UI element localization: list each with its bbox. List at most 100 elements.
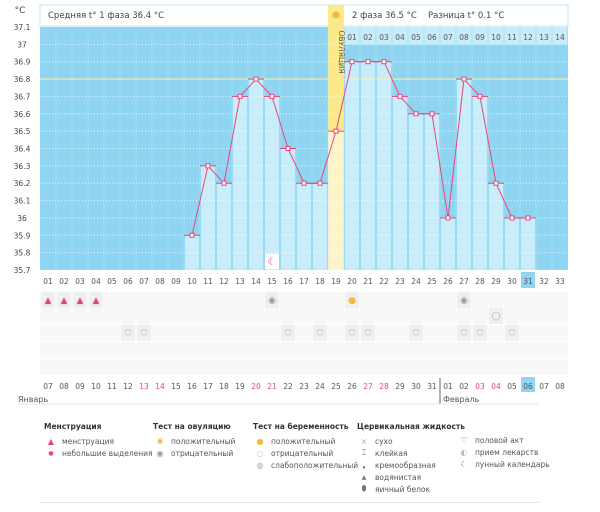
date-label: 05 bbox=[507, 382, 517, 391]
icon-cell bbox=[456, 342, 472, 358]
legend-title: Менструация bbox=[44, 422, 102, 431]
icon-cell bbox=[216, 308, 232, 324]
icon-cell bbox=[232, 308, 248, 324]
temperature-point bbox=[205, 163, 211, 169]
icon-cell bbox=[104, 308, 120, 324]
icon-cell bbox=[376, 342, 392, 358]
date-label: 01 bbox=[443, 382, 453, 391]
icon-cell bbox=[88, 325, 104, 341]
pregnancy-positive-icon: ● bbox=[256, 436, 264, 446]
legend-item: ◉ отрицательный bbox=[153, 447, 235, 459]
temperature-bar bbox=[297, 183, 311, 270]
icon-cell bbox=[440, 325, 456, 341]
icon-cell bbox=[40, 308, 56, 324]
icon-cell bbox=[184, 342, 200, 358]
icon-cell bbox=[280, 292, 296, 308]
icon-cell bbox=[56, 359, 72, 375]
legend-item: кремообразная bbox=[375, 460, 436, 470]
date-label: 07 bbox=[539, 382, 549, 391]
icon-cell bbox=[120, 292, 136, 308]
icon-cell bbox=[136, 359, 152, 375]
legend-item: ▲ менструация bbox=[44, 435, 153, 447]
icon-cell bbox=[520, 292, 536, 308]
cycle-day-label: 20 bbox=[347, 277, 357, 286]
icon-cell bbox=[440, 308, 456, 324]
icon-cell bbox=[88, 308, 104, 324]
icon-cell bbox=[88, 342, 104, 358]
icon-cell bbox=[536, 308, 552, 324]
legend-item: менструация bbox=[62, 436, 114, 446]
icon-cell bbox=[328, 292, 344, 308]
cycle-day-label: 12 bbox=[219, 277, 229, 286]
icon-cell bbox=[56, 325, 72, 341]
icon-cell bbox=[520, 308, 536, 324]
phase2-average: 2 фаза 36.5 °C bbox=[352, 11, 417, 21]
date-label: 04 bbox=[491, 382, 501, 391]
date-label: 15 bbox=[171, 382, 181, 391]
icon-cell bbox=[264, 342, 280, 358]
phase2-day-cell bbox=[504, 27, 520, 45]
icon-cell bbox=[392, 292, 408, 308]
legend-item: яичный белок bbox=[375, 484, 431, 494]
date-label: 13 bbox=[139, 382, 149, 391]
icon-cell bbox=[184, 308, 200, 324]
icon-cell bbox=[152, 359, 168, 375]
pregnancy-negative-icon: ○ bbox=[256, 448, 264, 458]
icon-cell bbox=[152, 325, 168, 341]
heart-icon-cell bbox=[361, 325, 375, 341]
icon-cell bbox=[520, 359, 536, 375]
y-tick-label: 36.9 bbox=[14, 58, 31, 67]
ovulation-label: ОВУЛЯЦИЯ bbox=[337, 30, 346, 73]
legend-item: ♡ половой акт bbox=[457, 434, 550, 446]
y-tick-label: 36.4 bbox=[14, 145, 31, 154]
icon-cell bbox=[536, 292, 552, 308]
temperature-bar bbox=[505, 217, 519, 270]
icon-cell bbox=[264, 325, 280, 341]
menstruation-icon-cell bbox=[41, 292, 55, 308]
heart-icon-cell bbox=[345, 325, 359, 341]
date-label: 08 bbox=[555, 382, 565, 391]
ovulation-positive-icon: ● bbox=[348, 296, 356, 306]
heart-icon-cell bbox=[505, 325, 519, 341]
y-tick-label: 35.9 bbox=[14, 231, 31, 240]
icon-cell bbox=[408, 342, 424, 358]
icon-cell bbox=[456, 359, 472, 375]
legend-item: прием лекарств bbox=[475, 447, 539, 457]
date-label: 30 bbox=[411, 382, 421, 391]
y-tick-label: 37.1 bbox=[14, 23, 31, 32]
menstruation-icon-cell bbox=[89, 292, 103, 308]
icon-cell bbox=[296, 292, 312, 308]
icon-cell bbox=[168, 359, 184, 375]
icon-cell bbox=[472, 308, 488, 324]
legend-item: отрицательный bbox=[271, 448, 334, 458]
icon-cell bbox=[152, 308, 168, 324]
icon-cell bbox=[504, 359, 520, 375]
legend-item: ☾ лунный календарь bbox=[457, 458, 549, 470]
y-tick-label: 35.7 bbox=[14, 266, 31, 275]
cycle-day-label: 14 bbox=[251, 277, 261, 286]
date-label: 03 bbox=[475, 382, 485, 391]
temperature-bar bbox=[441, 217, 455, 270]
temperature-point bbox=[509, 215, 515, 221]
icon-cell bbox=[40, 359, 56, 375]
moon-cell bbox=[265, 254, 279, 269]
temperature-bar bbox=[409, 113, 423, 271]
temperature-bar bbox=[377, 61, 391, 270]
legend-item: ❟ кремообразная bbox=[357, 459, 465, 471]
cycle-day-label: 24 bbox=[411, 277, 421, 286]
y-tick-label: 35.8 bbox=[14, 249, 31, 258]
icon-cell bbox=[552, 308, 568, 324]
icon-cell bbox=[200, 308, 216, 324]
y-unit: °C bbox=[15, 6, 26, 16]
icon-cell bbox=[344, 342, 360, 358]
temperature-bar bbox=[457, 79, 471, 270]
phase2-day-label: 10 bbox=[491, 33, 501, 42]
icon-cell bbox=[216, 342, 232, 358]
heart-icon-cell bbox=[281, 325, 295, 341]
icon-cell bbox=[216, 325, 232, 341]
icon-cell bbox=[136, 342, 152, 358]
icon-cell bbox=[152, 292, 168, 308]
icon-cell bbox=[72, 359, 88, 375]
legend-ovulation-test: Тест на овуляцию ✺ положительный ◉ отрицат… bbox=[153, 422, 235, 459]
temperature-bar bbox=[521, 217, 535, 270]
